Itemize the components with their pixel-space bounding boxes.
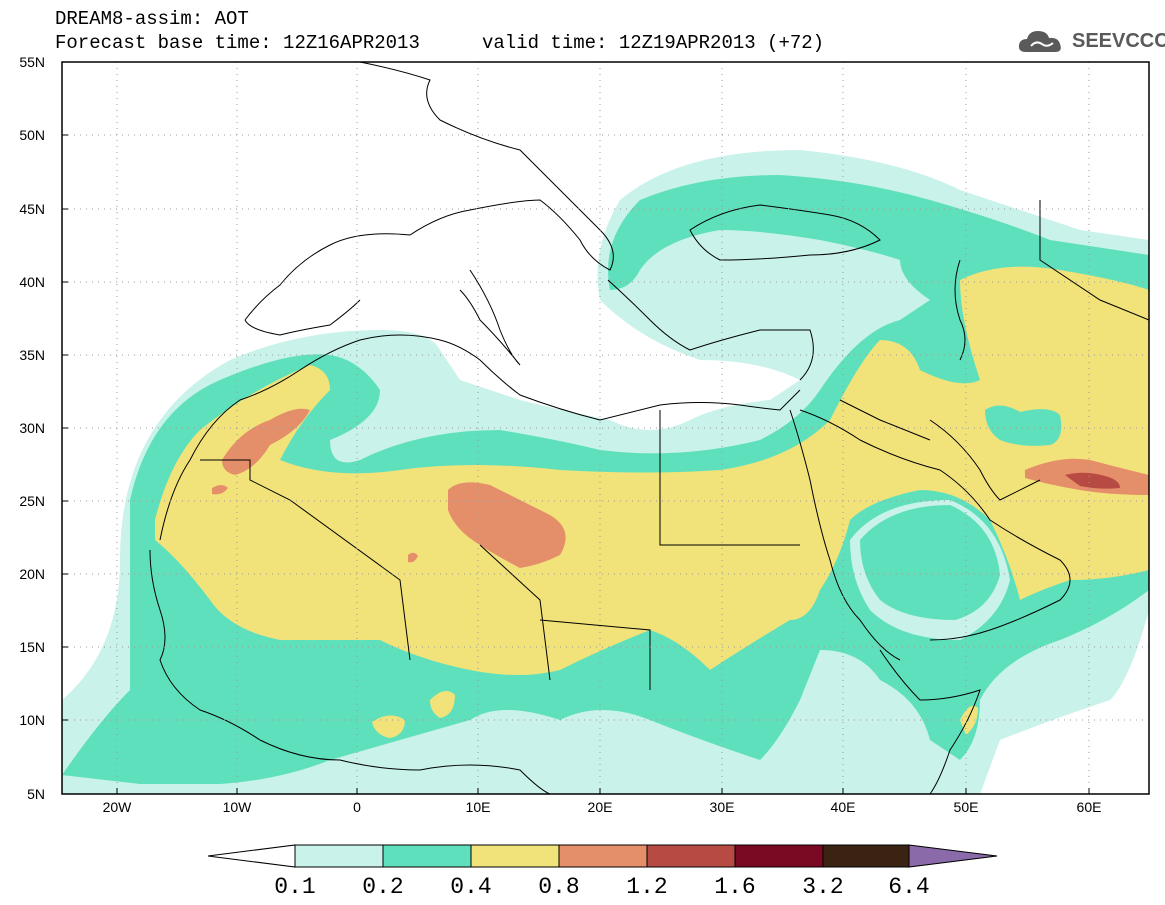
lat-label: 15N [19,639,45,655]
cloud-icon [1018,31,1061,52]
grid-lines [62,62,1149,794]
lon-label: 0 [353,799,361,815]
colorbar-swatch [558,844,648,868]
aot-band-0.4 [155,266,1149,675]
lon-label: 20E [588,799,613,815]
colorbar [207,844,998,868]
colorbar-label: 3.2 [802,874,843,900]
lat-label: 55N [19,54,45,70]
colorbar-swatch [294,844,384,868]
colorbar-left-arrow [207,844,296,868]
lon-label: 10W [223,799,253,815]
lat-label: 10N [19,712,45,728]
aot-band-0.8-sahara [448,482,566,568]
colorbar-swatch [822,844,910,868]
logo-text: SEEVCCC [1072,30,1165,52]
colorbar-label: 1.6 [714,874,755,900]
lon-labels: 20W 10W 0 10E 20E 30E 40E 50E 60E [103,799,1102,815]
colorbar-label: 0.1 [274,874,315,900]
colorbar-label: 0.8 [538,874,579,900]
lon-label: 30E [710,799,735,815]
lon-label: 50E [954,799,979,815]
lat-label: 35N [19,347,45,363]
colorbar-swatch [646,844,736,868]
aot-band-0.8-morocco [222,408,310,475]
lat-label: 20N [19,566,45,582]
forecast-base-time: Forecast base time: 12Z16APR2013 [55,32,420,54]
lat-label: 25N [19,493,45,509]
colorbar-label: 0.4 [450,874,491,900]
axis-ticks [62,134,1090,794]
valid-time: valid time: 12Z19APR2013 (+72) [482,32,825,54]
aot-spot-0.8-b [408,552,418,563]
colorbar-label: 6.4 [888,874,929,900]
colorbar-swatch [734,844,824,868]
lon-label: 60E [1077,799,1102,815]
colorbar-label: 0.2 [362,874,403,900]
colorbar-right-arrow [908,844,998,868]
aot-contours [62,150,1149,794]
lon-label: 10E [466,799,491,815]
lat-label: 5N [27,786,45,802]
aot-band-0.2-inner [860,505,1000,620]
lat-label: 40N [19,274,45,290]
colorbar-label: 1.2 [626,874,667,900]
colorbar-labels: 0.1 0.2 0.4 0.8 1.2 1.6 3.2 6.4 [274,874,929,900]
map-title: DREAM8-assim: AOT [55,8,249,30]
lat-labels: 55N 50N 45N 40N 35N 30N 25N 20N 15N 10N … [19,54,45,802]
aot-band-1.2-iran [1065,472,1120,489]
lat-label: 30N [19,420,45,436]
coastlines [149,62,1149,794]
aot-patch-0.2 [985,405,1062,446]
lon-label: 20W [103,799,133,815]
colorbar-swatch [470,844,560,868]
lon-label: 40E [831,799,856,815]
aot-spot-0.8-a [212,485,228,495]
lat-label: 50N [19,127,45,143]
aot-spot-0.4-a [372,715,405,738]
seevccc-logo: SEEVCCC [1016,24,1165,58]
lat-label: 45N [19,201,45,217]
colorbar-swatch [382,844,472,868]
aot-spot-0.4-b [430,691,455,718]
